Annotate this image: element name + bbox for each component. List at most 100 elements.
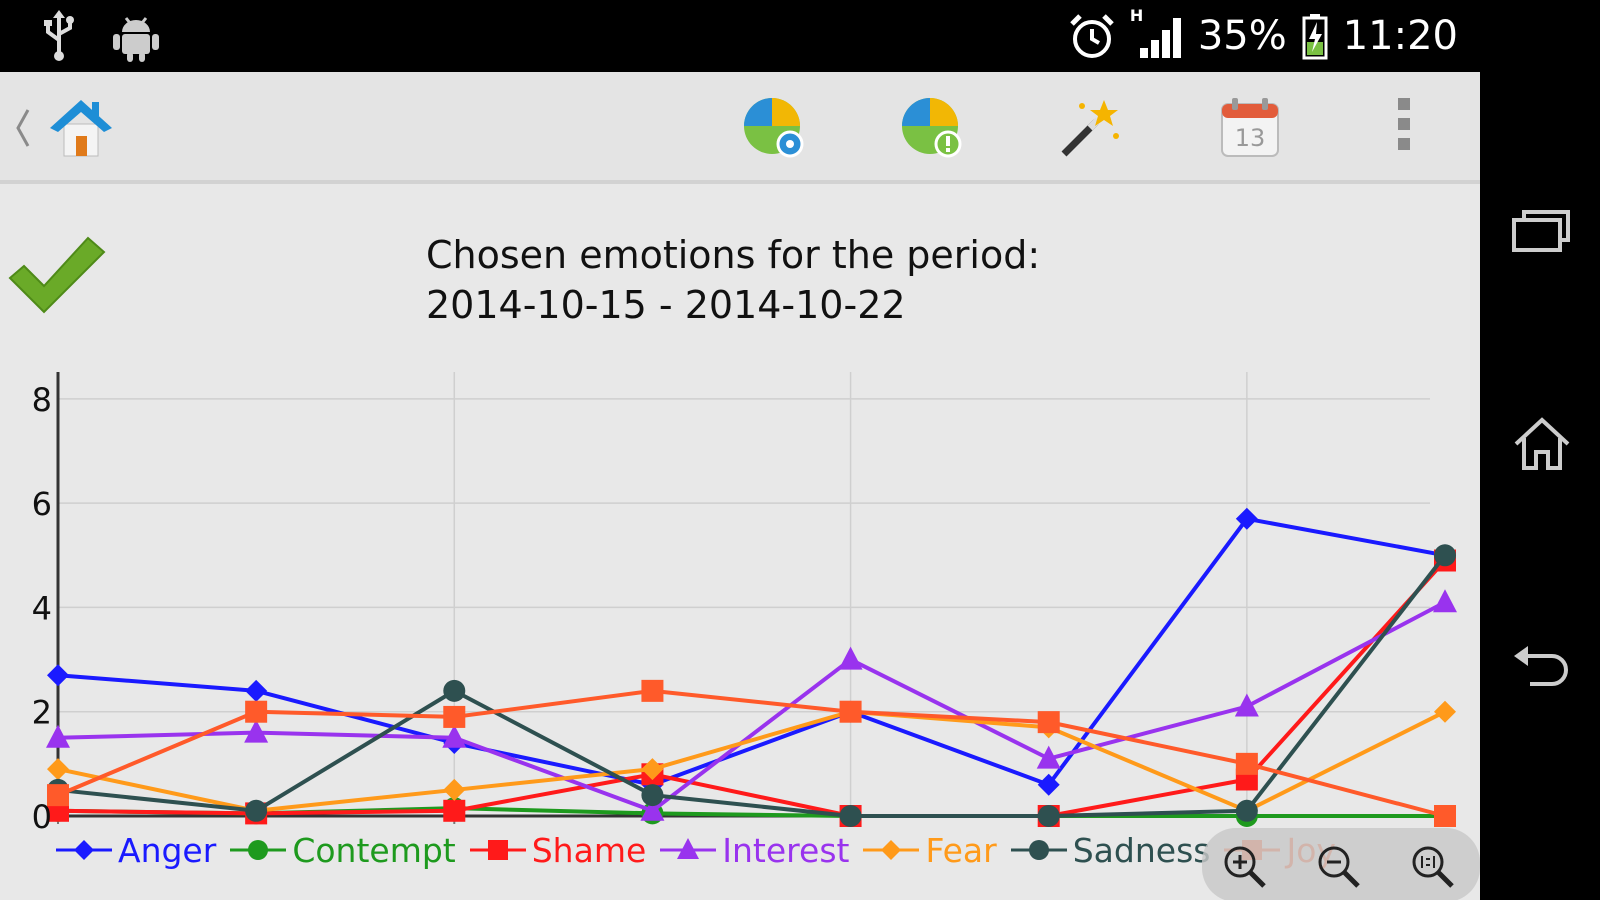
data-point-interest: [244, 719, 269, 743]
legend-item-sadness: Sadness: [1010, 830, 1211, 870]
legend-item-interest: Interest: [660, 831, 849, 870]
period-title-line1: Chosen emotions for the period:: [426, 233, 1041, 277]
y-tick-label: 0: [32, 798, 52, 836]
clock-time: 11:20: [1342, 13, 1458, 59]
legend-swatch-contempt: [230, 840, 287, 860]
data-point-joy: [839, 700, 862, 723]
data-point-joy: [47, 784, 69, 807]
up-caret-icon[interactable]: [12, 106, 32, 154]
legend-swatch-marker: [881, 840, 902, 860]
legend-label-anger: Anger: [118, 830, 217, 870]
zoom-reset-icon[interactable]: [1408, 842, 1456, 890]
alarm-clock-icon: [1068, 12, 1116, 60]
series-line-fear: [57, 709, 1446, 813]
status-bar: H 35% 11:20: [0, 0, 1480, 72]
data-point-interest: [640, 797, 665, 821]
magic-wand-icon[interactable]: [1058, 96, 1122, 160]
calendar-day-number: 13: [1235, 124, 1266, 152]
legend-swatch-marker: [487, 840, 508, 860]
network-type-label: H: [1129, 6, 1144, 25]
data-point-anger: [245, 679, 268, 702]
legend-swatch-anger: [56, 840, 112, 860]
pie-chart-settings-icon[interactable]: [742, 96, 806, 160]
data-point-shame: [443, 799, 466, 822]
period-title: Chosen emotions for the period: 2014-10-…: [426, 230, 1146, 330]
legend-item-contempt: Contempt: [230, 830, 456, 870]
series-line-sadness: [57, 554, 1447, 818]
period-title-range: 2014-10-15 - 2014-10-22: [426, 283, 906, 327]
zoom-controls: [1202, 828, 1480, 900]
usb-icon: [42, 10, 76, 62]
emotions-line-chart: 024682014-10-152014-10-172014-10-192014-…: [0, 372, 1457, 842]
data-point-sadness: [641, 784, 664, 807]
battery-charging-icon: [1301, 12, 1329, 60]
data-point-interest: [1234, 693, 1259, 717]
action-bar: 13: [0, 72, 1480, 184]
y-tick-label: 8: [32, 381, 52, 419]
chart-legend: AngerContemptShameInterestFearSadnessJoy: [56, 828, 1350, 872]
data-point-sadness: [1434, 544, 1456, 567]
legend-label-shame: Shame: [531, 830, 647, 870]
x-tick-label: 2014-10-19: [758, 836, 944, 842]
chart-axes: [56, 372, 1430, 824]
calendar-icon[interactable]: 13: [1218, 96, 1282, 160]
navigation-bar: [1480, 0, 1600, 900]
legend-label-contempt: Contempt: [292, 830, 456, 870]
data-point-anger: [1235, 507, 1258, 530]
y-tick-label: 4: [32, 589, 52, 627]
legend-swatch-interest: [660, 838, 717, 859]
data-point-sadness: [245, 799, 268, 822]
legend-swatch-fear: [863, 840, 920, 860]
data-point-fear: [641, 758, 664, 781]
y-tick-label: 2: [32, 694, 52, 732]
legend-item-shame: Shame: [469, 830, 647, 870]
pie-chart-info-icon[interactable]: [900, 96, 964, 160]
data-point-joy: [641, 679, 664, 702]
legend-swatch-marker: [248, 840, 269, 860]
data-point-joy: [1434, 805, 1456, 827]
legend-swatch-marker: [1028, 840, 1049, 860]
data-point-fear: [1434, 700, 1456, 723]
data-point-sadness: [1235, 799, 1258, 822]
zoom-out-icon[interactable]: [1314, 842, 1362, 890]
battery-percent: 35%: [1197, 13, 1287, 59]
x-tick-label: 2014-10-15: [0, 836, 151, 842]
y-tick-label: 6: [32, 485, 52, 523]
data-point-joy: [1235, 752, 1258, 775]
legend-label-sadness: Sadness: [1072, 830, 1211, 870]
data-point-interest: [1036, 745, 1061, 769]
nav-home-icon[interactable]: [1510, 412, 1574, 476]
data-point-anger: [1037, 773, 1060, 796]
data-point-sadness: [839, 805, 862, 827]
back-icon[interactable]: [1510, 636, 1574, 700]
chart-series: [46, 507, 1457, 827]
data-point-sadness: [1037, 805, 1060, 827]
legend-swatch-sadness: [1010, 840, 1067, 860]
series-joy: [47, 679, 1456, 827]
data-point-interest: [1433, 589, 1457, 613]
data-point-anger: [47, 664, 69, 687]
series-line-interest: [57, 600, 1446, 813]
data-point-interest: [442, 724, 467, 748]
series-line-shame: [57, 559, 1447, 818]
checkmark-icon[interactable]: [6, 232, 106, 320]
android-debug-icon: [110, 10, 162, 62]
recent-apps-icon[interactable]: [1510, 200, 1574, 264]
legend-label-interest: Interest: [722, 830, 850, 870]
data-point-joy: [1037, 711, 1060, 734]
overflow-menu-icon[interactable]: [1392, 98, 1416, 158]
data-point-joy: [443, 705, 466, 728]
data-point-fear: [443, 778, 466, 801]
series-anger: [47, 507, 1456, 796]
app-content: 13 Chosen emotions for the period: 2014-…: [0, 72, 1480, 900]
data-point-interest: [46, 724, 70, 748]
data-point-interest: [838, 646, 863, 670]
chart-tick-labels: 024682014-10-152014-10-172014-10-192014-…: [0, 381, 1340, 842]
data-point-sadness: [443, 679, 466, 702]
zoom-in-icon[interactable]: [1220, 842, 1268, 890]
legend-swatch-marker: [74, 840, 94, 860]
legend-label-fear: Fear: [925, 830, 997, 870]
data-point-joy: [245, 700, 268, 723]
home-icon[interactable]: [48, 96, 114, 166]
